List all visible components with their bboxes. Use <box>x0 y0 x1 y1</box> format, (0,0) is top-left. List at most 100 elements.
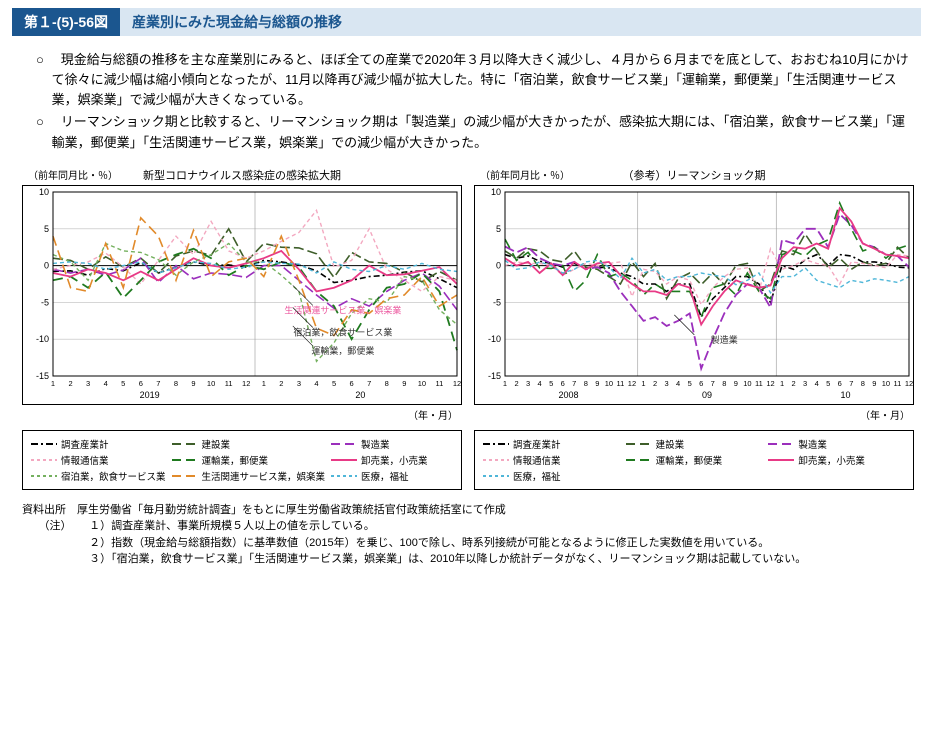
svg-text:2008: 2008 <box>558 390 578 400</box>
svg-text:09: 09 <box>702 390 712 400</box>
svg-text:11: 11 <box>436 379 444 388</box>
svg-text:7: 7 <box>572 379 576 388</box>
legend-item: 運輸業，郵便業 <box>626 453 763 467</box>
legend-item: 建設業 <box>172 437 326 451</box>
legend-label: 卸売業，小売業 <box>798 453 865 467</box>
svg-text:9: 9 <box>872 379 876 388</box>
legend-label: 製造業 <box>361 437 390 451</box>
charts-row: （前年同月比・％） 新型コロナウイルス感染症の感染拡大期 -15-10-5051… <box>12 167 921 490</box>
legend-label: 情報通信業 <box>61 453 109 467</box>
svg-text:10: 10 <box>841 390 851 400</box>
legend-label: 建設業 <box>202 437 231 451</box>
svg-text:2: 2 <box>653 379 657 388</box>
svg-text:12: 12 <box>766 379 774 388</box>
svg-text:-15: -15 <box>488 371 501 381</box>
svg-text:10: 10 <box>39 187 49 197</box>
bullet-1: 現金給与総額の推移を主な産業別にみると、ほぼ全ての産業で2020年３月以降大きく… <box>52 50 909 110</box>
summary-bullets: 現金給与総額の推移を主な産業別にみると、ほぼ全ての産業で2020年３月以降大きく… <box>12 46 921 167</box>
svg-text:-15: -15 <box>36 371 49 381</box>
legend-item: 運輸業，郵便業 <box>172 453 326 467</box>
svg-text:3: 3 <box>86 379 90 388</box>
svg-text:7: 7 <box>367 379 371 388</box>
svg-text:2: 2 <box>279 379 283 388</box>
svg-text:0: 0 <box>44 260 49 270</box>
svg-text:7: 7 <box>849 379 853 388</box>
svg-text:5: 5 <box>826 379 830 388</box>
svg-text:5: 5 <box>44 224 49 234</box>
svg-text:7: 7 <box>711 379 715 388</box>
svg-text:12: 12 <box>242 379 250 388</box>
figure-title-bar: 第１-(5)-56図 産業別にみた現金給与総額の推移 <box>12 8 921 36</box>
svg-text:宿泊業，飲食サービス業: 宿泊業，飲食サービス業 <box>293 326 392 337</box>
legend-item: 製造業 <box>331 437 453 451</box>
svg-text:1: 1 <box>51 379 55 388</box>
source-line: 資料出所 厚生労働省「毎月勤労統計調査」をもとに厚生労働省政策統括官付政策統括室… <box>22 502 911 519</box>
svg-text:-10: -10 <box>488 334 501 344</box>
legend-label: 運輸業，郵便業 <box>202 453 269 467</box>
svg-text:3: 3 <box>665 379 669 388</box>
svg-text:6: 6 <box>838 379 842 388</box>
left-chart-xlabel: （年・月） <box>22 407 458 422</box>
svg-text:4: 4 <box>815 379 819 388</box>
note-2: ２）指数（現金給与総額指数）に基準数値（2015年）を乗じ、100で除し、時系列… <box>72 535 912 552</box>
legend-label: 医療，福祉 <box>513 469 561 483</box>
legend-item: 調査産業計 <box>31 437 166 451</box>
legend-label: 製造業 <box>798 437 827 451</box>
svg-text:3: 3 <box>526 379 530 388</box>
legend-item: 製造業 <box>768 437 905 451</box>
svg-text:2: 2 <box>514 379 518 388</box>
svg-text:製造業: 製造業 <box>711 334 738 345</box>
svg-text:6: 6 <box>139 379 143 388</box>
svg-text:6: 6 <box>699 379 703 388</box>
svg-text:5: 5 <box>332 379 336 388</box>
svg-text:9: 9 <box>191 379 195 388</box>
legend-label: 情報通信業 <box>513 453 561 467</box>
svg-text:10: 10 <box>743 379 751 388</box>
svg-text:11: 11 <box>617 379 625 388</box>
svg-text:6: 6 <box>561 379 565 388</box>
legend-item: 情報通信業 <box>483 453 620 467</box>
svg-text:20: 20 <box>355 390 365 400</box>
left-chart: -15-10-505101234567891011121234567891011… <box>22 185 462 405</box>
left-chart-ylabel: （前年同月比・％） <box>28 167 118 182</box>
svg-text:9: 9 <box>734 379 738 388</box>
svg-text:-10: -10 <box>36 334 49 344</box>
notes-label: （注） <box>22 518 72 568</box>
right-chart: -15-10-505101234567891011121234567891011… <box>474 185 914 405</box>
svg-text:12: 12 <box>905 379 913 388</box>
legend-item: 調査産業計 <box>483 437 620 451</box>
left-chart-column: （前年同月比・％） 新型コロナウイルス感染症の感染拡大期 -15-10-5051… <box>22 167 462 490</box>
svg-text:9: 9 <box>402 379 406 388</box>
svg-text:3: 3 <box>297 379 301 388</box>
legend-item: 宿泊業，飲食サービス業 <box>31 469 166 483</box>
svg-text:11: 11 <box>894 379 902 388</box>
svg-text:4: 4 <box>676 379 680 388</box>
svg-text:7: 7 <box>156 379 160 388</box>
legend-label: 建設業 <box>656 437 685 451</box>
bullet-2: リーマンショック期と比較すると、リーマンショック期は「製造業」の減少幅が大きかっ… <box>52 112 909 152</box>
svg-text:10: 10 <box>418 379 426 388</box>
legend-label: 運輸業，郵便業 <box>656 453 723 467</box>
left-legend: 調査産業計 建設業 製造業情報通信業 運輸業，郵便業 卸売業，小売業宿泊業，飲食サービス… <box>22 430 462 490</box>
svg-text:2019: 2019 <box>140 390 160 400</box>
legend-item: 情報通信業 <box>31 453 166 467</box>
svg-text:8: 8 <box>174 379 178 388</box>
legend-item: 建設業 <box>626 437 763 451</box>
svg-text:0: 0 <box>496 260 501 270</box>
svg-text:8: 8 <box>385 379 389 388</box>
source-notes: 資料出所 厚生労働省「毎月勤労統計調査」をもとに厚生労働省政策統括官付政策統括室… <box>12 502 921 574</box>
legend-label: 生活関連サービス業，娯楽業 <box>202 469 326 483</box>
legend-label: 調査産業計 <box>61 437 109 451</box>
svg-text:11: 11 <box>755 379 763 388</box>
svg-text:1: 1 <box>641 379 645 388</box>
legend-label: 卸売業，小売業 <box>361 453 428 467</box>
svg-text:1: 1 <box>780 379 784 388</box>
right-legend: 調査産業計 建設業 製造業情報通信業 運輸業，郵便業 卸売業，小売業医療，福祉 <box>474 430 914 490</box>
note-1: １）調査産業計、事業所規模５人以上の値を示している。 <box>72 518 912 535</box>
legend-item: 生活関連サービス業，娯楽業 <box>172 469 326 483</box>
note-3: ３）「宿泊業，飲食サービス業」「生活関連サービス業，娯楽業」は、2010年以降し… <box>72 551 912 568</box>
svg-text:1: 1 <box>503 379 507 388</box>
svg-text:運輸業，郵便業: 運輸業，郵便業 <box>311 345 374 356</box>
svg-text:10: 10 <box>207 379 215 388</box>
svg-text:5: 5 <box>121 379 125 388</box>
